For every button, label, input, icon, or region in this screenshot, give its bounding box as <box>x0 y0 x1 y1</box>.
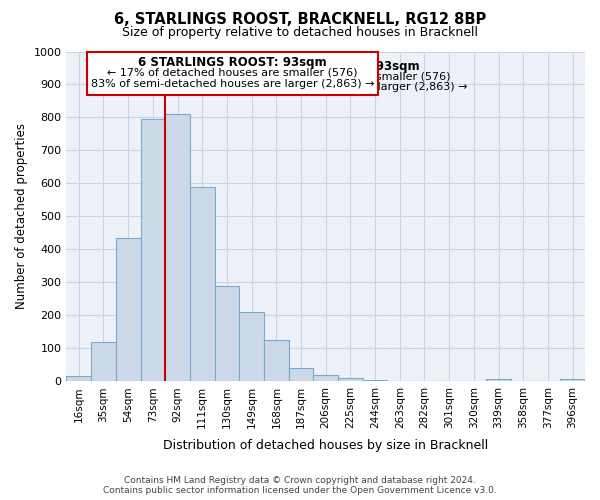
Text: 83% of semi-detached houses are larger (2,863) →: 83% of semi-detached houses are larger (… <box>184 82 467 92</box>
Bar <box>486 379 511 382</box>
Y-axis label: Number of detached properties: Number of detached properties <box>15 124 28 310</box>
Bar <box>190 187 215 382</box>
Bar <box>313 375 338 382</box>
Bar <box>363 380 388 382</box>
Bar <box>239 312 264 382</box>
Text: 6 STARLINGS ROOST: 93sqm: 6 STARLINGS ROOST: 93sqm <box>138 56 326 70</box>
Bar <box>289 368 313 382</box>
X-axis label: Distribution of detached houses by size in Bracknell: Distribution of detached houses by size … <box>163 440 488 452</box>
Bar <box>215 286 239 382</box>
Bar <box>165 114 190 382</box>
Bar <box>67 376 91 382</box>
Bar <box>91 342 116 382</box>
Text: Contains public sector information licensed under the Open Government Licence v3: Contains public sector information licen… <box>103 486 497 495</box>
Text: Size of property relative to detached houses in Bracknell: Size of property relative to detached ho… <box>122 26 478 39</box>
Bar <box>560 379 585 382</box>
Bar <box>264 340 289 382</box>
Text: ← 17% of detached houses are smaller (576): ← 17% of detached houses are smaller (57… <box>200 72 451 82</box>
Text: Contains HM Land Registry data © Crown copyright and database right 2024.: Contains HM Land Registry data © Crown c… <box>124 476 476 485</box>
Bar <box>140 119 165 382</box>
FancyBboxPatch shape <box>87 52 377 95</box>
Bar <box>116 238 140 382</box>
Text: ← 17% of detached houses are smaller (576): ← 17% of detached houses are smaller (57… <box>107 68 358 78</box>
Bar <box>338 378 363 382</box>
Text: 83% of semi-detached houses are larger (2,863) →: 83% of semi-detached houses are larger (… <box>91 79 374 89</box>
Text: 6 STARLINGS ROOST: 93sqm: 6 STARLINGS ROOST: 93sqm <box>232 60 420 72</box>
Text: 6, STARLINGS ROOST, BRACKNELL, RG12 8BP: 6, STARLINGS ROOST, BRACKNELL, RG12 8BP <box>114 12 486 28</box>
Bar <box>388 380 412 382</box>
